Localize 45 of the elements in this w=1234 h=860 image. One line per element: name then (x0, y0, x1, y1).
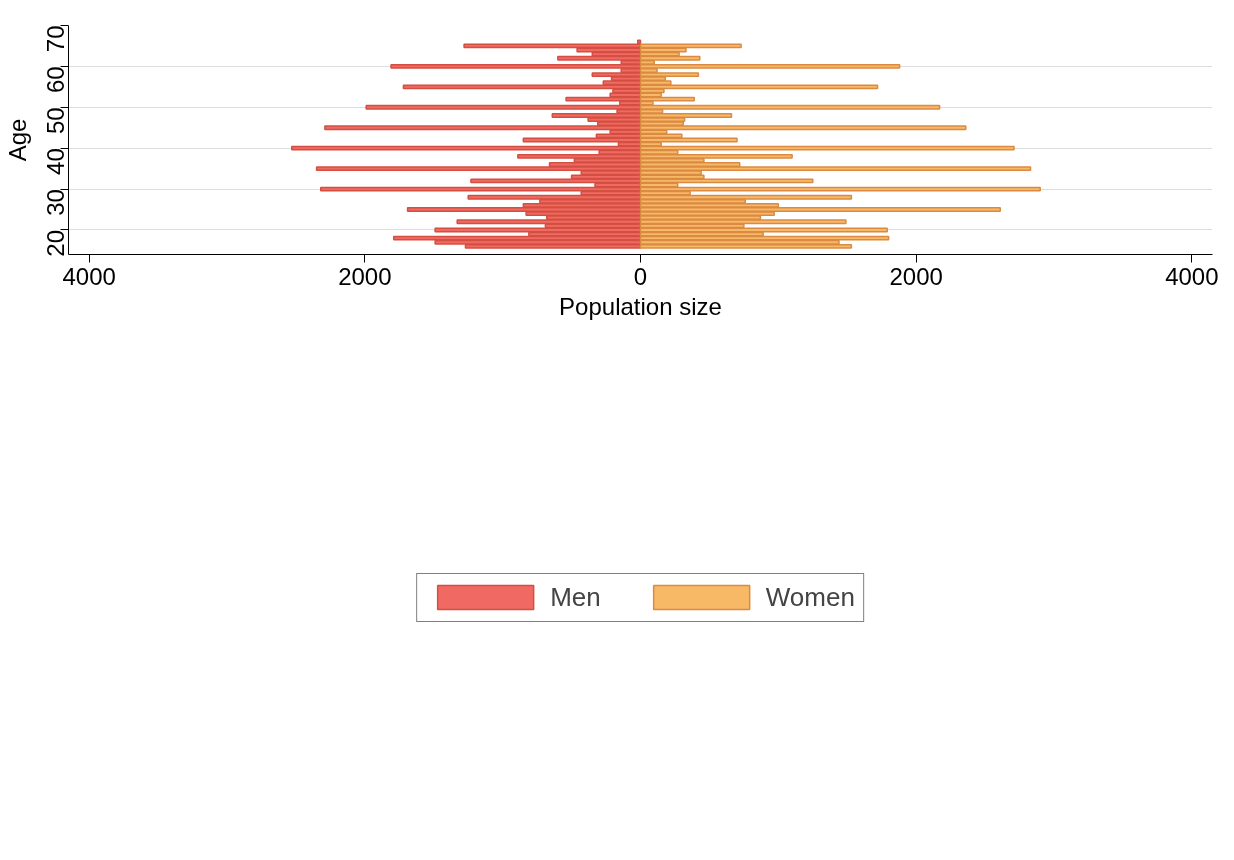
bar (470, 178, 642, 184)
y-tick-label: 60 (42, 66, 69, 94)
y-tick-label: 50 (42, 107, 69, 134)
bar (639, 84, 879, 90)
bar (639, 207, 1001, 212)
y-tick-label: 20 (42, 229, 69, 257)
y-tick-label: 30 (42, 189, 69, 216)
x-tick-label: 2000 (889, 262, 943, 290)
bar (365, 104, 642, 110)
bar (565, 96, 642, 102)
bar (517, 153, 642, 159)
bar (639, 178, 814, 184)
bar (639, 166, 1032, 172)
bar (639, 219, 847, 225)
bar (639, 63, 901, 69)
bar (557, 55, 642, 61)
x-tick-label: 2000 (338, 262, 392, 290)
bar (639, 153, 793, 159)
x-axis-title: Population size (559, 292, 722, 320)
bar (639, 72, 700, 77)
x-tick-label: 4000 (62, 262, 116, 290)
y-tick-label: 40 (42, 148, 69, 175)
bar (406, 207, 642, 212)
bar (639, 113, 733, 118)
legend-label: Men (550, 581, 601, 613)
bar (639, 194, 853, 200)
bar (291, 145, 642, 151)
bar (639, 243, 853, 249)
bar (324, 125, 642, 131)
bar (402, 84, 642, 90)
bar (551, 113, 642, 118)
bar (639, 55, 701, 61)
x-tick-label: 4000 (1165, 262, 1219, 290)
bar (639, 125, 967, 131)
bar (467, 194, 642, 200)
bar (639, 104, 941, 110)
bar (639, 96, 695, 102)
x-tick-label: 0 (633, 262, 648, 290)
bar (456, 219, 642, 225)
bar (639, 145, 1015, 151)
legend-label: Women (765, 581, 855, 613)
y-tick-label: 70 (42, 25, 69, 53)
bar (390, 63, 642, 69)
y-axis-title: Age (3, 118, 31, 162)
bar (315, 166, 642, 172)
